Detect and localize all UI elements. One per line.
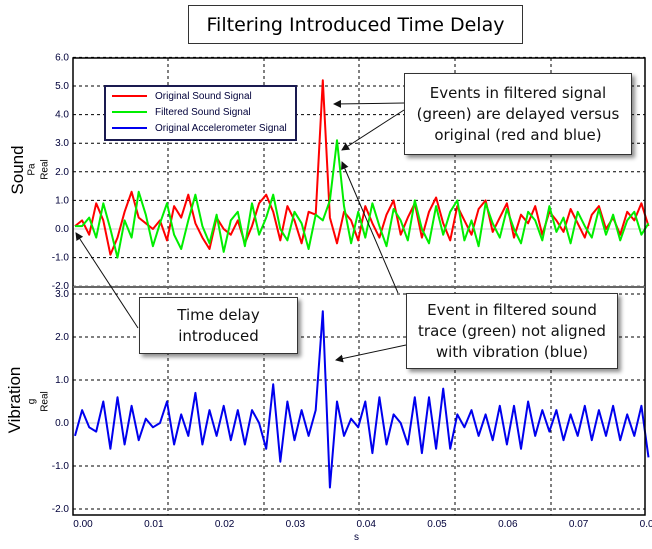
x-tick-label: 0.04	[356, 519, 376, 530]
series-line-original-accelerometer-signal	[74, 310, 650, 489]
y-axis-unit-sound: Pa	[26, 163, 38, 176]
x-tick-label: 0.02	[215, 519, 235, 530]
x-tick-label: 0.05	[427, 519, 447, 530]
y-tick-label: -1.0	[52, 461, 70, 472]
legend-swatch-blue	[112, 127, 147, 129]
y-tick-label: -2.0	[52, 504, 70, 515]
callout-time-delay: Time delay introduced	[139, 297, 298, 354]
annotation-arrow	[75, 232, 139, 329]
y-tick-label: -2.0	[52, 281, 70, 292]
y-tick-label: 0.0	[55, 224, 69, 235]
x-tick-label: 0.06	[498, 519, 518, 530]
legend-label: Original Accelerometer Signal	[155, 122, 287, 134]
annotation-arrow	[341, 161, 399, 294]
y-tick-label: 6.0	[55, 52, 69, 63]
x-tick-label: 0.03	[286, 519, 306, 530]
y-tick-label: 4.0	[55, 110, 69, 121]
y-tick-label: 1.0	[55, 195, 69, 206]
y-tick-label: -1.0	[52, 253, 70, 264]
legend-label: Filtered Sound Signal	[155, 106, 251, 118]
x-axis-label: s	[354, 532, 359, 543]
annotation-arrow	[333, 99, 405, 108]
legend-swatch-green	[112, 111, 147, 113]
callout-events-delayed: Events in filtered signal (green) are de…	[404, 73, 632, 155]
x-tick-label: 0.00	[73, 519, 93, 530]
annotation-arrow	[335, 344, 407, 363]
series-line-filtered-sound-signal	[75, 139, 650, 259]
annotation-arrow	[341, 109, 405, 151]
legend-item-filtered-sound: Filtered Sound Signal	[112, 105, 295, 119]
x-tick-label: 0.07	[569, 519, 589, 530]
chart-title: Filtering Introduced Time Delay	[188, 5, 523, 44]
y-axis-sub-sound: Real	[39, 159, 51, 180]
y-tick-label: 1.0	[55, 375, 69, 386]
legend-item-original-sound: Original Sound Signal	[112, 89, 295, 103]
callout-not-aligned: Event in filtered sound trace (green) no…	[406, 293, 618, 369]
legend: Original Sound Signal Filtered Sound Sig…	[104, 85, 297, 141]
legend-swatch-red	[112, 95, 147, 97]
x-tick-label: 0.08	[640, 519, 652, 530]
legend-label: Original Sound Signal	[155, 90, 252, 102]
y-axis-label-sound: Sound	[8, 145, 27, 195]
y-axis-label-vibration: Vibration	[5, 366, 24, 434]
y-tick-label: 2.0	[55, 332, 69, 343]
y-axis-sub-vibration: Real	[39, 391, 51, 412]
legend-item-accelerometer: Original Accelerometer Signal	[112, 121, 295, 135]
y-tick-label: 5.0	[55, 81, 69, 92]
x-tick-label: 0.01	[144, 519, 164, 530]
y-tick-label: 3.0	[55, 138, 69, 149]
y-tick-label: 2.0	[55, 167, 69, 178]
y-tick-label: 0.0	[55, 418, 69, 429]
y-axis-unit-vibration: g	[26, 398, 38, 405]
y-tick-label: 3.0	[55, 289, 69, 300]
